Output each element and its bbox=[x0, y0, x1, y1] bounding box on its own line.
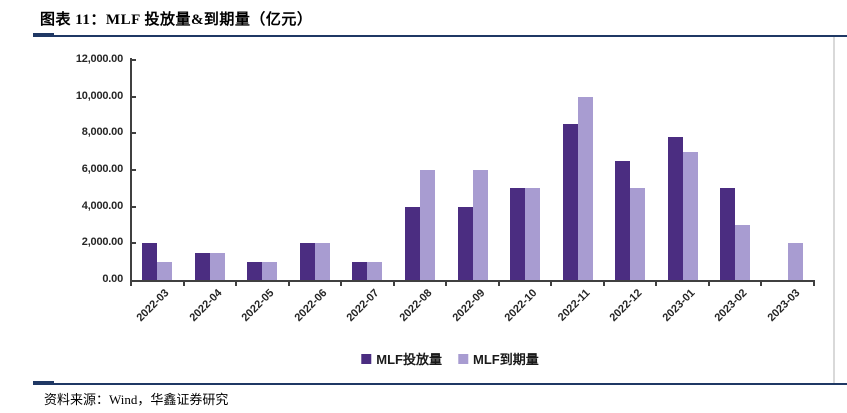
x-axis-tick bbox=[182, 282, 185, 286]
bar-2022-12-MLF投放量 bbox=[615, 160, 631, 280]
bar-2022-07-MLF到期量 bbox=[367, 261, 383, 280]
x-axis-category-label: 2023-01 bbox=[660, 287, 698, 325]
legend-swatch-icon bbox=[361, 353, 372, 364]
legend-item-MLF投放量: MLF投放量 bbox=[361, 349, 442, 368]
bar-2022-10-MLF投放量 bbox=[510, 188, 526, 280]
x-axis-category-label: 2022-07 bbox=[344, 287, 382, 325]
bar-2022-05-MLF投放量 bbox=[247, 261, 263, 280]
chart-legend: MLF投放量 MLF到期量 bbox=[361, 349, 539, 368]
y-axis-tick-label: 10,000.00 bbox=[75, 89, 123, 102]
bar-2022-05-MLF到期量 bbox=[262, 261, 278, 280]
bottom-rule-accent bbox=[33, 381, 54, 385]
x-axis-tick bbox=[235, 282, 238, 286]
legend-label: MLF投放量 bbox=[376, 352, 442, 367]
bar-2023-02-MLF投放量 bbox=[720, 188, 736, 280]
y-axis-tick bbox=[132, 59, 136, 61]
bottom-rule bbox=[33, 383, 847, 385]
bar-2023-03-MLF到期量 bbox=[787, 243, 803, 280]
bar-2022-06-MLF到期量 bbox=[314, 243, 330, 280]
x-axis-tick bbox=[655, 282, 658, 286]
y-axis-tick-label: 0.00 bbox=[102, 273, 123, 285]
bar-2022-04-MLF到期量 bbox=[209, 252, 225, 280]
x-axis-category-label: 2023-03 bbox=[765, 287, 803, 325]
x-axis-tick bbox=[287, 282, 290, 286]
x-axis-category-label: 2022-12 bbox=[607, 287, 645, 325]
y-axis-tick-label: 4,000.00 bbox=[81, 199, 123, 212]
x-axis-tick bbox=[130, 282, 132, 286]
y-axis-tick bbox=[132, 205, 136, 208]
x-axis-tick bbox=[813, 282, 815, 286]
x-axis-category-label: 2022-11 bbox=[555, 287, 593, 324]
panel-right-border bbox=[833, 37, 835, 383]
bar-2023-01-MLF投放量 bbox=[667, 137, 683, 280]
x-axis-category-label: 2023-02 bbox=[712, 287, 750, 325]
bar-2022-11-MLF投放量 bbox=[562, 124, 578, 280]
bar-2022-03-MLF到期量 bbox=[157, 261, 173, 280]
x-axis-tick bbox=[340, 282, 343, 286]
legend-item-MLF到期量: MLF到期量 bbox=[458, 349, 539, 368]
bar-2022-06-MLF投放量 bbox=[299, 243, 315, 280]
y-axis-tick bbox=[132, 169, 136, 171]
bar-2022-07-MLF投放量 bbox=[352, 261, 368, 280]
bar-2022-09-MLF投放量 bbox=[457, 206, 473, 280]
y-axis-tick-label: 12,000.00 bbox=[75, 53, 123, 65]
top-rule bbox=[33, 35, 847, 37]
bar-2023-02-MLF到期量 bbox=[735, 225, 751, 280]
bar-2022-09-MLF到期量 bbox=[472, 170, 488, 280]
bar-2022-10-MLF到期量 bbox=[525, 188, 541, 280]
bar-chart-canvas: 0.00 2,000.00 4,000.00 6,000.00 8,000.00 10,0… bbox=[0, 36, 847, 383]
x-axis-tick bbox=[602, 282, 605, 286]
y-axis-tick-label: 2,000.00 bbox=[81, 236, 123, 249]
bar-2022-03-MLF投放量 bbox=[142, 243, 158, 280]
x-axis-tick bbox=[707, 282, 710, 286]
y-axis-tick-label: 6,000.00 bbox=[81, 163, 123, 175]
y-axis-line bbox=[130, 58, 132, 282]
x-axis-tick bbox=[497, 282, 500, 286]
x-axis-tick bbox=[445, 282, 448, 286]
bar-2022-04-MLF投放量 bbox=[194, 252, 210, 280]
x-axis-category-label: 2022-03 bbox=[134, 287, 172, 325]
x-axis-tick bbox=[760, 282, 763, 286]
y-axis-tick-label: 8,000.00 bbox=[81, 126, 123, 139]
x-axis-tick bbox=[392, 282, 395, 286]
bar-2022-08-MLF到期量 bbox=[419, 170, 435, 280]
source-note: 资料来源：Wind，华鑫证券研究 bbox=[44, 392, 229, 407]
y-axis-tick bbox=[132, 242, 136, 245]
x-axis-category-label: 2022-09 bbox=[449, 287, 487, 325]
x-axis-tick bbox=[550, 282, 553, 286]
x-axis-category-label: 2022-05 bbox=[239, 287, 277, 325]
legend-swatch-icon bbox=[458, 353, 468, 364]
x-axis-line bbox=[130, 280, 815, 282]
figure-title: 图表 11：MLF 投放量&到期量（亿元） bbox=[40, 12, 313, 28]
x-axis-category-label: 2022-04 bbox=[187, 287, 225, 325]
x-axis-category-label: 2022-10 bbox=[502, 287, 540, 325]
x-axis-category-label: 2022-08 bbox=[397, 287, 435, 325]
x-axis-category-label: 2022-06 bbox=[292, 287, 330, 325]
y-axis-tick bbox=[132, 95, 136, 98]
legend-label: MLF到期量 bbox=[473, 352, 539, 367]
bar-2022-12-MLF到期量 bbox=[630, 188, 646, 280]
bar-2023-01-MLF到期量 bbox=[682, 151, 698, 280]
bar-2022-11-MLF到期量 bbox=[577, 96, 593, 280]
top-rule-accent bbox=[33, 33, 54, 37]
bar-2022-08-MLF投放量 bbox=[404, 206, 420, 280]
y-axis-tick bbox=[132, 132, 136, 135]
